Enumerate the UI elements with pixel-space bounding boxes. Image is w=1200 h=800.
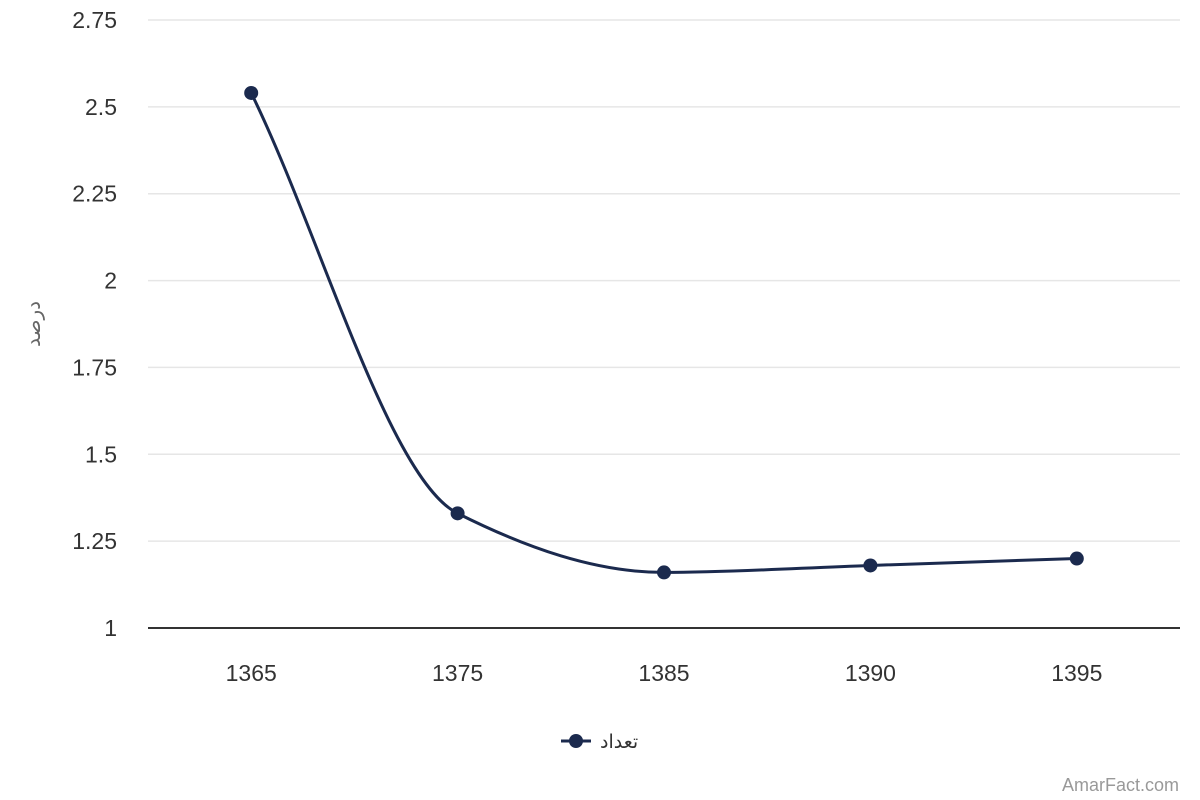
data-point[interactable] (1069, 551, 1084, 566)
x-tick-label: 1365 (226, 660, 277, 686)
legend[interactable]: تعداد (561, 731, 638, 753)
y-axis-tick-labels: 1 1.25 1.5 1.75 2 2.25 2.5 2.75 (72, 7, 117, 641)
x-axis-tick-labels: 1365 1375 1385 1390 1395 (226, 660, 1103, 686)
x-tick-label: 1375 (432, 660, 483, 686)
series-layer (244, 85, 1084, 580)
y-tick-label: 2.25 (72, 181, 117, 207)
legend-label: تعداد (600, 731, 638, 753)
y-tick-label: 1.25 (72, 528, 117, 554)
series-line (249, 92, 1077, 574)
x-tick-label: 1385 (638, 660, 689, 686)
y-tick-label: 2.5 (85, 94, 117, 120)
data-point[interactable] (657, 565, 671, 580)
y-tick-label: 2.75 (72, 7, 117, 33)
credit-text[interactable]: AmarFact.com (1062, 775, 1179, 795)
y-tick-label: 1.5 (85, 441, 117, 467)
y-axis-title: درصد (21, 301, 45, 347)
y-tick-label: 1 (104, 615, 117, 641)
data-point[interactable] (450, 506, 465, 521)
data-point[interactable] (863, 558, 878, 573)
y-tick-label: 1.75 (72, 354, 117, 380)
x-tick-label: 1395 (1051, 660, 1102, 686)
y-tick-label: 2 (104, 268, 117, 294)
x-tick-label: 1390 (845, 660, 896, 686)
data-point[interactable] (244, 85, 259, 100)
grid-lines (148, 19, 1180, 542)
legend-marker (569, 734, 583, 748)
